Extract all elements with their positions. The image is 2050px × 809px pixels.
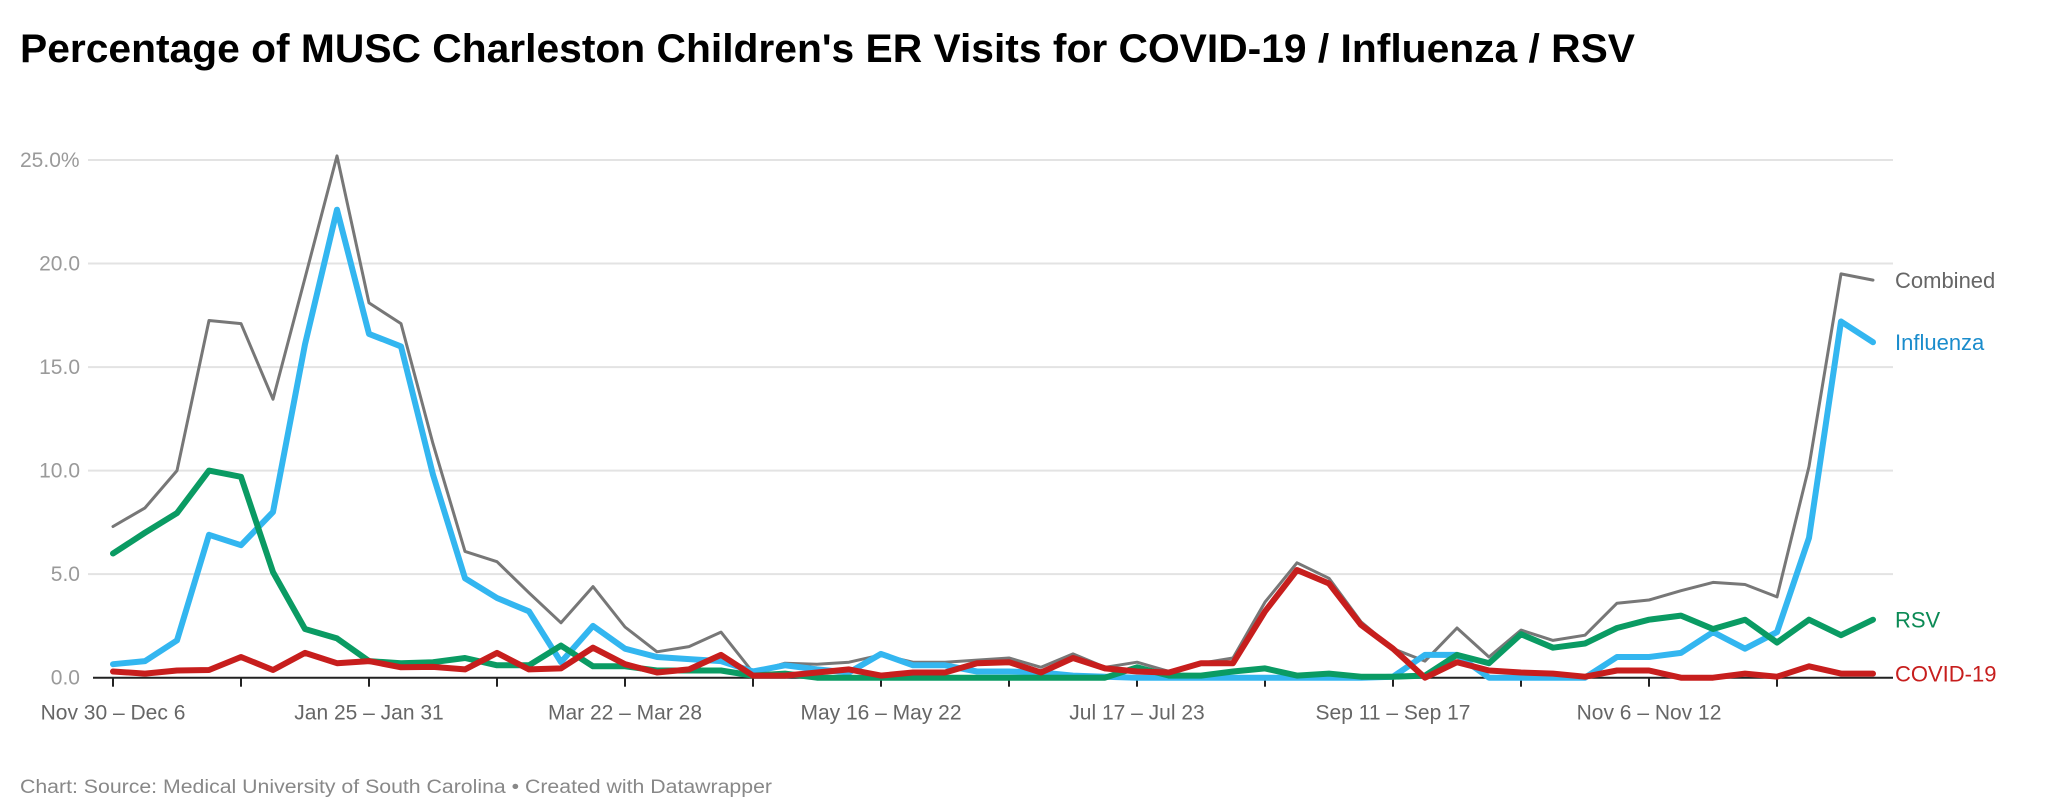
series-labels: Combined Influenza RSV COVID-19 bbox=[1895, 268, 1996, 686]
label-influenza: Influenza bbox=[1895, 330, 1985, 355]
label-combined: Combined bbox=[1895, 268, 1995, 293]
y-tick-label: 5.0 bbox=[51, 563, 80, 586]
line-influenza bbox=[110, 206, 1876, 681]
y-tick-label: 15.0 bbox=[39, 356, 80, 379]
y-tick-label: 25.0% bbox=[20, 149, 80, 172]
label-covid-19: COVID-19 bbox=[1895, 662, 1996, 687]
x-tick-label: May 16 – May 22 bbox=[800, 702, 961, 725]
line-rsv bbox=[110, 467, 1876, 681]
chart-title: Percentage of MUSC Charleston Children's… bbox=[20, 27, 1635, 71]
x-axis: Nov 30 – Dec 6 Jan 25 – Jan 31 Mar 22 – Ma… bbox=[41, 676, 1893, 725]
x-tick-label: Mar 22 – Mar 28 bbox=[548, 702, 702, 725]
line-covid-19 bbox=[110, 567, 1876, 681]
gridlines bbox=[88, 159, 1893, 576]
line-combined bbox=[111, 154, 1875, 674]
y-tick-label: 10.0 bbox=[39, 460, 80, 483]
x-tick-label: Jul 17 – Jul 23 bbox=[1069, 702, 1204, 725]
series-lines bbox=[110, 154, 1876, 681]
x-tick-label: Nov 6 – Nov 12 bbox=[1577, 702, 1722, 725]
label-rsv: RSV bbox=[1895, 608, 1941, 633]
chart-footer: Chart: Source: Medical University of Sou… bbox=[20, 777, 773, 798]
y-tick-label: 20.0 bbox=[39, 253, 80, 276]
y-axis: 0.0 5.0 10.0 15.0 20.0 25.0% bbox=[20, 149, 80, 690]
x-tick-label: Sep 11 – Sep 17 bbox=[1316, 702, 1471, 725]
y-tick-label: 0.0 bbox=[51, 667, 80, 690]
x-tick-label: Jan 25 – Jan 31 bbox=[294, 702, 443, 725]
x-tick-label: Nov 30 – Dec 6 bbox=[41, 702, 186, 725]
